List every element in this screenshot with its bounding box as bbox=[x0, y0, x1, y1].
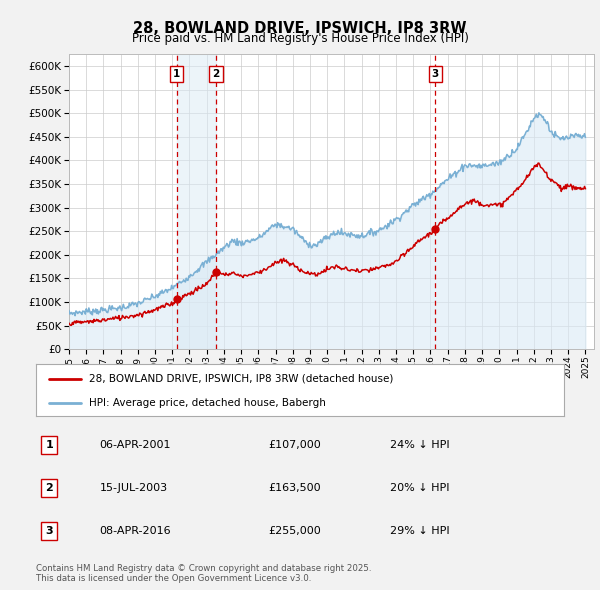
Text: Contains HM Land Registry data © Crown copyright and database right 2025.
This d: Contains HM Land Registry data © Crown c… bbox=[36, 563, 371, 583]
Text: 28, BOWLAND DRIVE, IPSWICH, IP8 3RW: 28, BOWLAND DRIVE, IPSWICH, IP8 3RW bbox=[133, 21, 467, 35]
Text: 15-JUL-2003: 15-JUL-2003 bbox=[100, 483, 167, 493]
Text: 20% ↓ HPI: 20% ↓ HPI bbox=[390, 483, 449, 493]
Text: 2: 2 bbox=[212, 69, 220, 79]
Text: Price paid vs. HM Land Registry's House Price Index (HPI): Price paid vs. HM Land Registry's House … bbox=[131, 32, 469, 45]
Text: 28, BOWLAND DRIVE, IPSWICH, IP8 3RW (detached house): 28, BOWLAND DRIVE, IPSWICH, IP8 3RW (det… bbox=[89, 373, 393, 384]
Text: 24% ↓ HPI: 24% ↓ HPI bbox=[390, 440, 449, 450]
Text: 2: 2 bbox=[46, 483, 53, 493]
Text: £255,000: £255,000 bbox=[268, 526, 321, 536]
Text: 3: 3 bbox=[431, 69, 439, 79]
Text: HPI: Average price, detached house, Babergh: HPI: Average price, detached house, Babe… bbox=[89, 398, 326, 408]
Text: 3: 3 bbox=[46, 526, 53, 536]
Text: 1: 1 bbox=[46, 440, 53, 450]
Text: 29% ↓ HPI: 29% ↓ HPI bbox=[390, 526, 449, 536]
Bar bbox=[177, 54, 216, 349]
Text: 06-APR-2001: 06-APR-2001 bbox=[100, 440, 171, 450]
Text: £163,500: £163,500 bbox=[268, 483, 321, 493]
Text: 08-APR-2016: 08-APR-2016 bbox=[100, 526, 171, 536]
Text: 1: 1 bbox=[173, 69, 181, 79]
Text: £107,000: £107,000 bbox=[268, 440, 321, 450]
